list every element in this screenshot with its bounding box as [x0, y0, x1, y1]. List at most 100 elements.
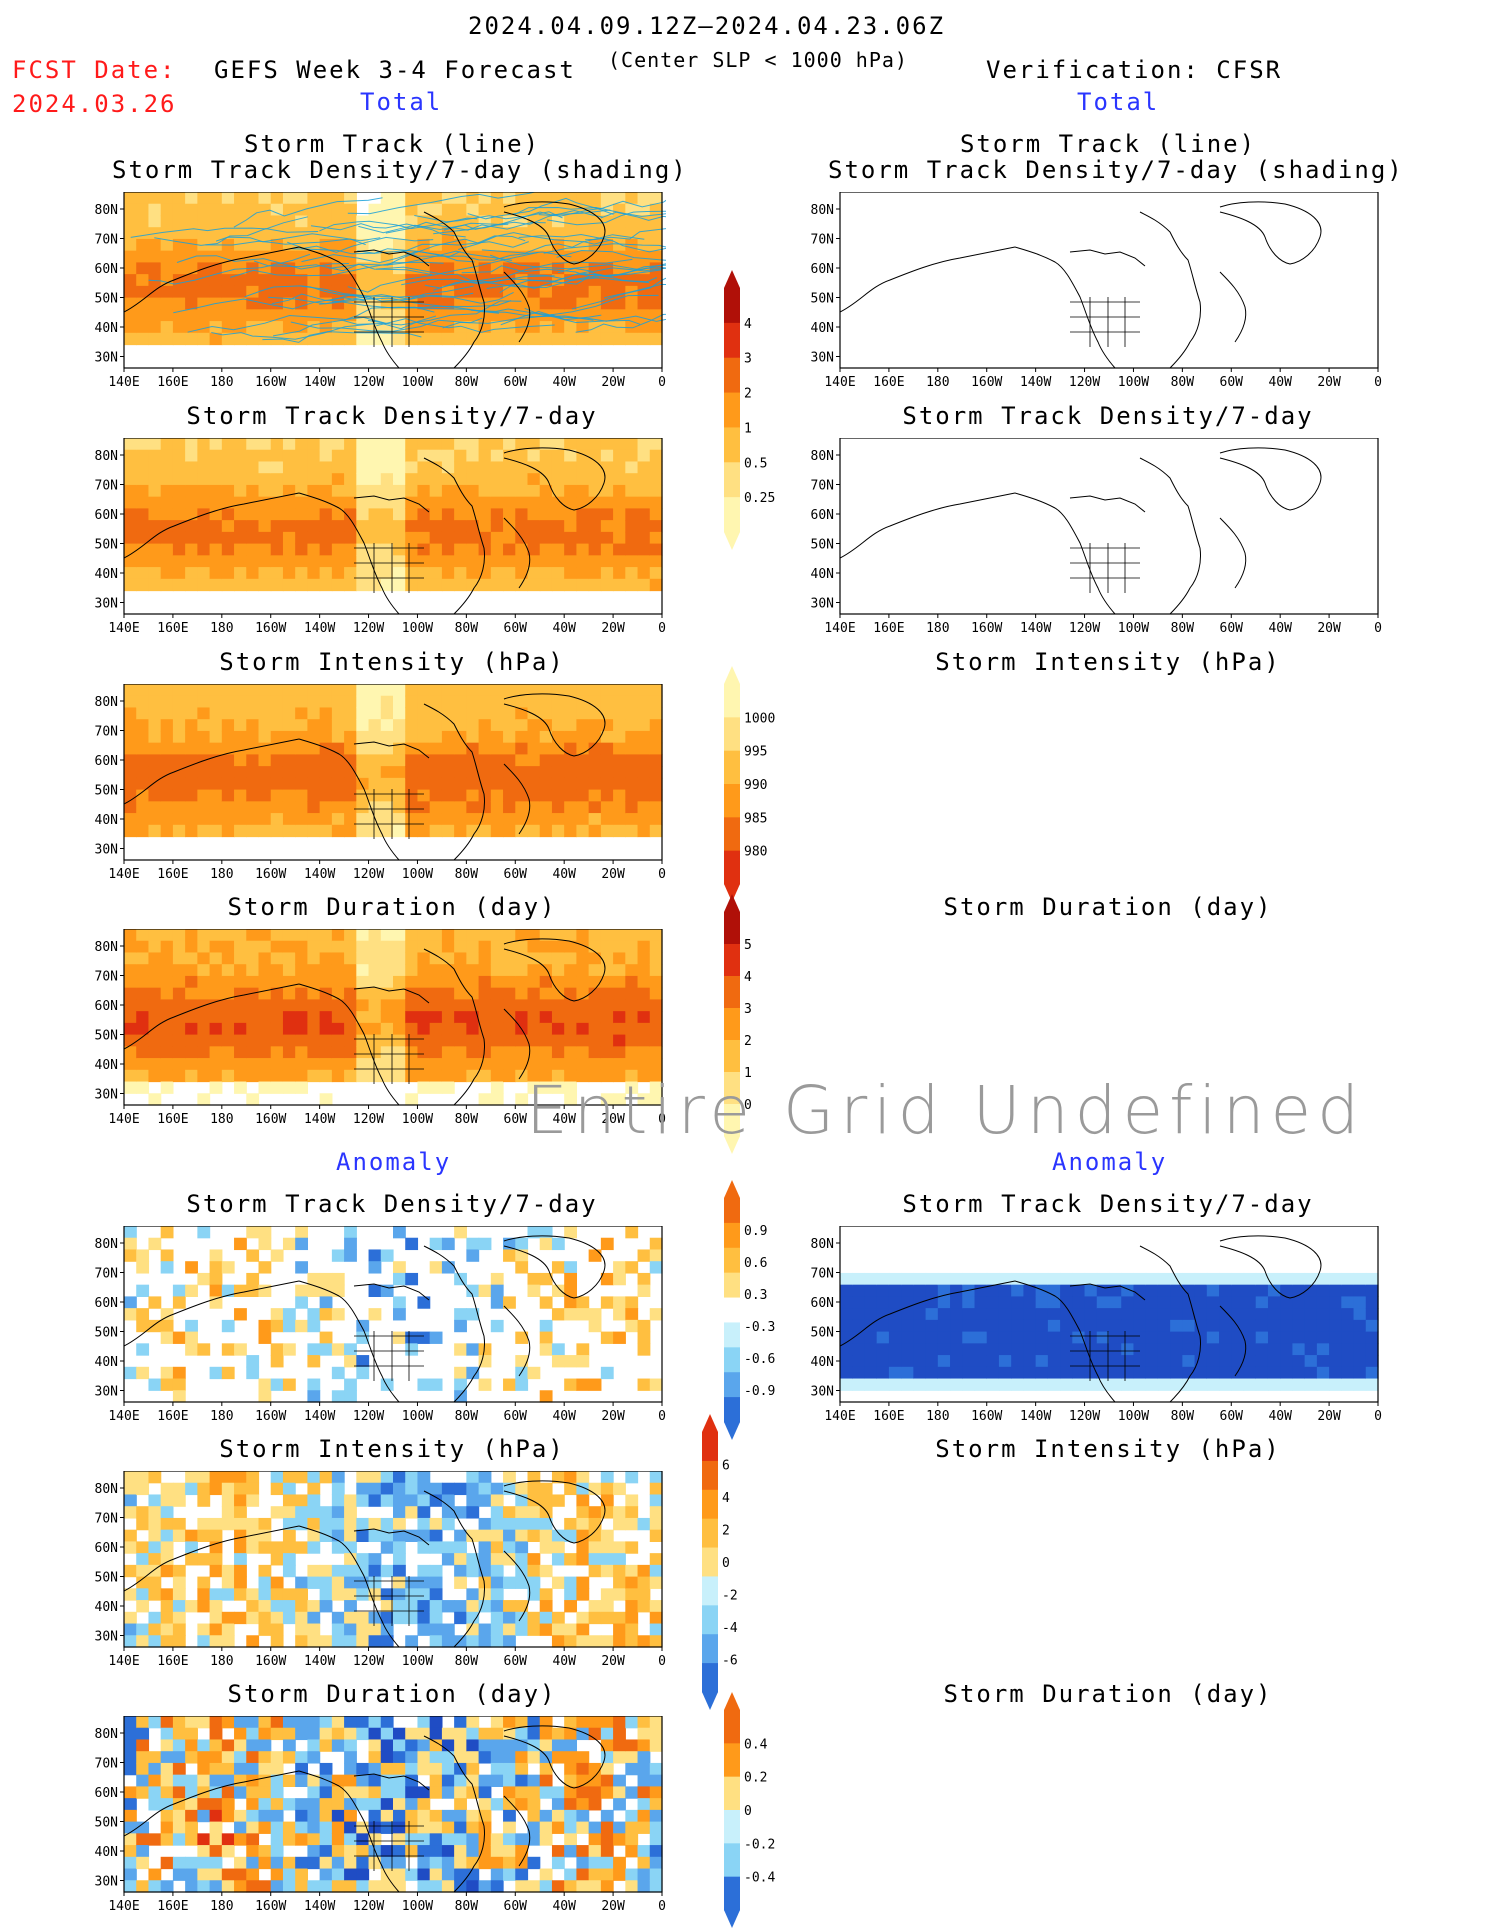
lon-tick-label: 160W — [255, 1409, 286, 1424]
lon-tick-label: 180 — [926, 375, 949, 390]
lon-tick-label: 100W — [402, 867, 433, 882]
lon-tick-label: 20W — [601, 375, 625, 390]
lon-tick-label: 100W — [402, 621, 433, 636]
lon-tick-label: 160W — [255, 1899, 286, 1914]
lon-tick-label: 160W — [971, 621, 1002, 636]
lon-tick-label: 40W — [552, 1409, 576, 1424]
lon-tick-label: 160E — [157, 867, 188, 882]
colorbar-tick-label: 0.6 — [744, 1256, 767, 1271]
lon-tick-label: 160W — [255, 621, 286, 636]
lat-tick-label: 80N — [95, 203, 118, 218]
lon-tick-label: 120W — [1069, 375, 1100, 390]
lat-tick-label: 30N — [95, 597, 118, 612]
lat-tick-label: 80N — [95, 1727, 118, 1742]
map-anom-density-right: 80N 70N 60N 50N 40N 30N 140E 160E 180 160W 140W 120… — [792, 1226, 1382, 1428]
lon-tick-label: 140E — [108, 1112, 139, 1127]
colorbar-tick-label: 4 — [744, 970, 752, 985]
lat-tick-label: 80N — [95, 449, 118, 464]
lat-tick-label: 60N — [95, 508, 118, 523]
lon-tick-label: 60W — [504, 621, 528, 636]
map-intensity-left: 80N 70N 60N 50N 40N 30N 140E 160E 180 160W 140W 120… — [76, 684, 666, 886]
lon-tick-label: 20W — [601, 1409, 625, 1424]
colorbar-tick-label: -4 — [722, 1621, 738, 1636]
lon-tick-label: 20W — [1317, 1409, 1341, 1424]
lon-tick-label: 20W — [601, 867, 625, 882]
title-duration-left: Storm Duration (day) — [227, 893, 557, 921]
colorbar-tick-label: 0.9 — [744, 1224, 767, 1239]
lon-tick-label: 120W — [353, 1409, 384, 1424]
date-range: 2024.04.09.12Z–2024.04.23.06Z — [468, 12, 946, 40]
lon-tick-label: 180 — [210, 1112, 233, 1127]
lon-tick-label: 100W — [402, 1409, 433, 1424]
lon-tick-label: 120W — [1069, 621, 1100, 636]
lat-tick-label: 30N — [95, 1088, 118, 1103]
lat-tick-label: 50N — [95, 1029, 118, 1044]
lon-tick-label: 160E — [157, 1112, 188, 1127]
lon-tick-label: 160W — [971, 1409, 1002, 1424]
lat-tick-label: 30N — [95, 1875, 118, 1890]
colorbar-tick-label: 1 — [744, 421, 752, 436]
lon-tick-label: 140W — [1020, 1409, 1051, 1424]
colorbar-tick-label: 2 — [722, 1524, 730, 1539]
lon-tick-label: 80W — [455, 1409, 479, 1424]
lon-tick-label: 180 — [210, 621, 233, 636]
lon-tick-label: 160E — [157, 375, 188, 390]
lon-tick-label: 160E — [873, 375, 904, 390]
threshold-label: (Center SLP < 1000 hPa) — [608, 48, 908, 72]
lon-tick-label: 140E — [108, 1899, 139, 1914]
colorbar-tick-label: 1 — [744, 1066, 752, 1081]
lon-tick-label: 140W — [304, 867, 335, 882]
colorbar-tick-label: 0.2 — [744, 1771, 767, 1786]
lon-tick-label: 20W — [1317, 375, 1341, 390]
lon-tick-label: 180 — [210, 1899, 233, 1914]
lon-tick-label: 140W — [304, 1409, 335, 1424]
fcst-date: 2024.03.26 — [12, 90, 177, 118]
lon-tick-label: 140E — [824, 375, 855, 390]
section-total-left: Total — [360, 88, 443, 116]
title-track-shading-left: Storm Track Density/7-day (shading) — [112, 156, 688, 184]
lon-tick-label: 80W — [455, 375, 479, 390]
title-anom-duration-left: Storm Duration (day) — [227, 1680, 557, 1708]
lon-tick-label: 160W — [255, 1112, 286, 1127]
map-density-left: 80N 70N 60N 50N 40N 30N 140E 160E 180 160W 140W 120… — [76, 438, 666, 640]
lat-tick-label: 30N — [95, 351, 118, 366]
colorbar-tick-label: 0.25 — [744, 491, 775, 506]
lat-tick-label: 80N — [95, 695, 118, 710]
colorbar-density-anom: 0.9 0.6 0.3 -0.3 -0.6 -0.9 — [722, 1178, 792, 1442]
lon-tick-label: 80W — [1171, 1409, 1195, 1424]
lat-tick-label: 70N — [811, 479, 834, 494]
undefined-grid-watermark: Entire Grid Undefined — [526, 1072, 1366, 1149]
map-anom-duration-left: 80N 70N 60N 50N 40N 30N 140E 160E 180 160W 140W 120… — [76, 1716, 666, 1918]
title-anom-intensity-right: Storm Intensity (hPa) — [935, 1435, 1281, 1463]
title-anom-intensity-left: Storm Intensity (hPa) — [219, 1435, 565, 1463]
lat-tick-label: 70N — [811, 233, 834, 248]
lon-tick-label: 80W — [455, 1899, 479, 1914]
lat-tick-label: 50N — [95, 538, 118, 553]
lat-tick-label: 60N — [95, 1786, 118, 1801]
lat-tick-label: 70N — [95, 1757, 118, 1772]
lon-tick-label: 20W — [601, 621, 625, 636]
title-density-left: Storm Track Density/7-day — [186, 402, 598, 430]
lat-tick-label: 80N — [95, 1482, 118, 1497]
lat-tick-label: 50N — [95, 1816, 118, 1831]
lon-tick-label: 60W — [504, 1112, 528, 1127]
lon-tick-label: 120W — [353, 1899, 384, 1914]
lon-tick-label: 40W — [1268, 621, 1292, 636]
lon-tick-label: 160W — [255, 1654, 286, 1669]
map-anom-intensity-left: 80N 70N 60N 50N 40N 30N 140E 160E 180 160W 140W 120… — [76, 1471, 666, 1673]
lat-tick-label: 40N — [95, 1355, 118, 1370]
lat-tick-label: 60N — [811, 508, 834, 523]
lat-tick-label: 60N — [811, 262, 834, 277]
colorbar-tick-label: -0.6 — [744, 1352, 775, 1367]
lon-tick-label: 80W — [455, 621, 479, 636]
lon-tick-label: 120W — [353, 375, 384, 390]
title-density-right: Storm Track Density/7-day — [902, 402, 1314, 430]
lon-tick-label: 180 — [210, 867, 233, 882]
lon-tick-label: 120W — [1069, 1409, 1100, 1424]
lon-tick-label: 140E — [824, 1409, 855, 1424]
colorbar-tick-label: 0 — [744, 1804, 752, 1819]
lat-tick-label: 70N — [95, 233, 118, 248]
title-anom-duration-right: Storm Duration (day) — [943, 1680, 1273, 1708]
lat-tick-label: 50N — [95, 784, 118, 799]
lon-tick-label: 60W — [504, 1899, 528, 1914]
